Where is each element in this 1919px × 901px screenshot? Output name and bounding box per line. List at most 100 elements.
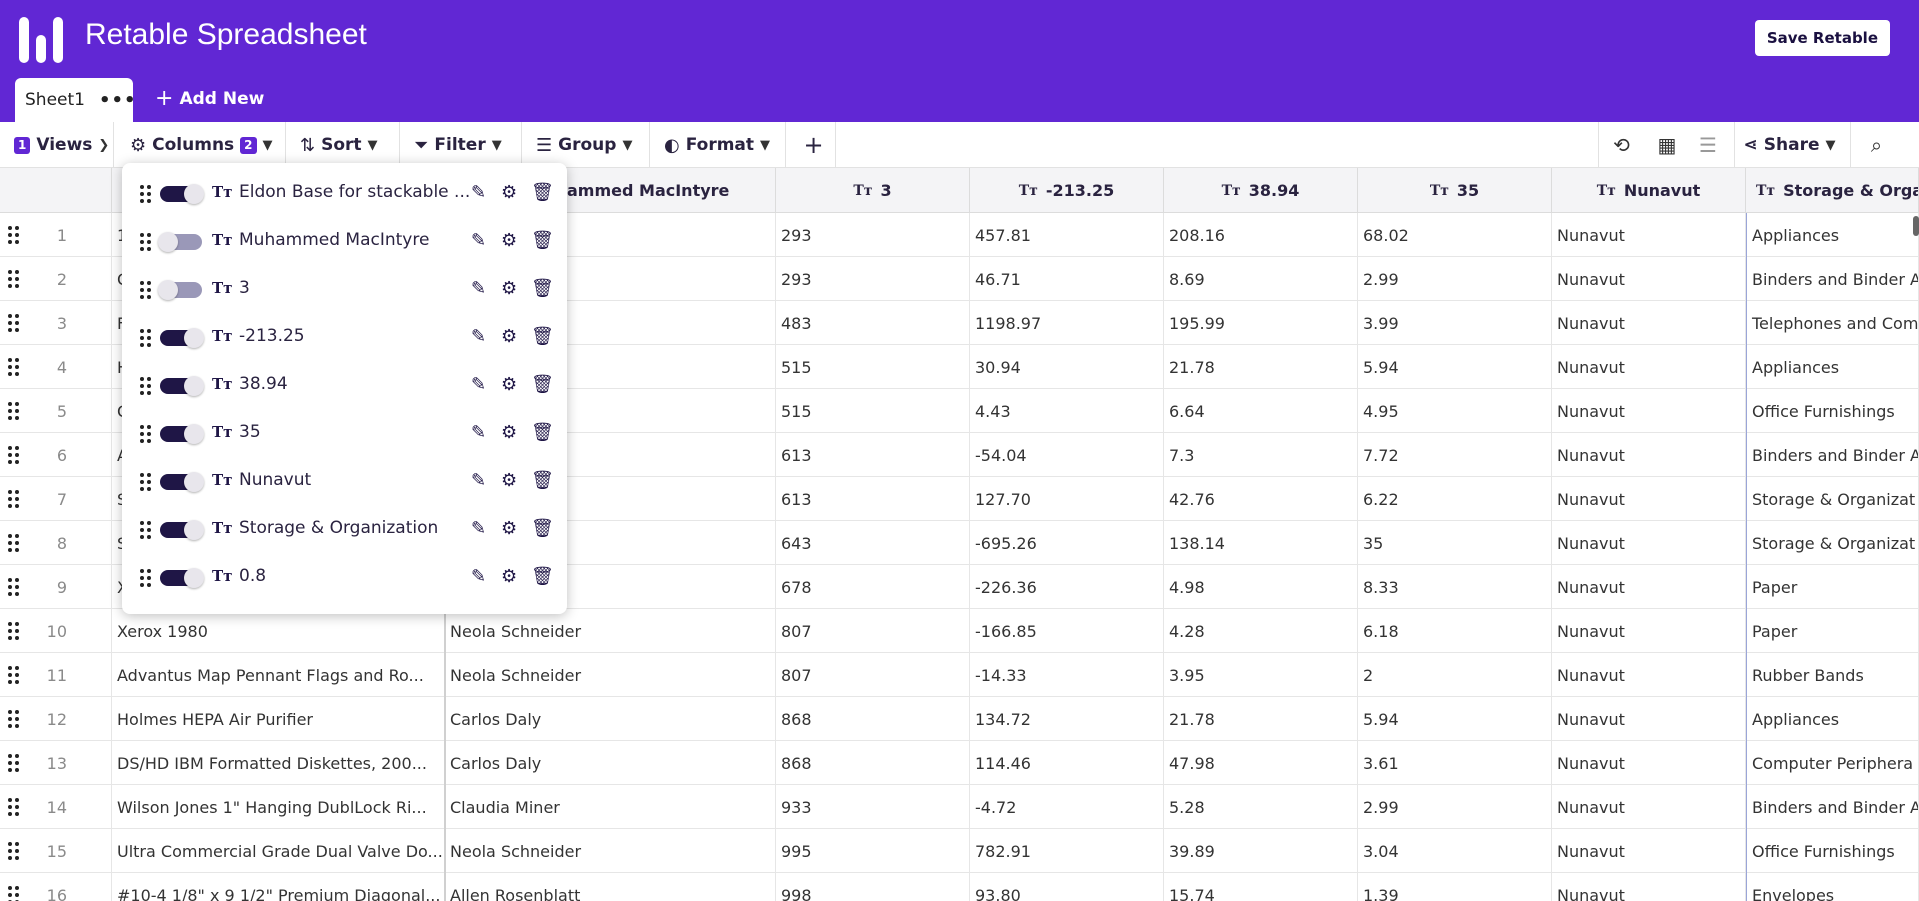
visibility-toggle[interactable]: [160, 472, 204, 492]
table-cell[interactable]: 515: [776, 345, 970, 389]
trash-icon[interactable]: 🗑: [531, 278, 554, 299]
trash-icon[interactable]: 🗑: [531, 518, 554, 539]
table-cell[interactable]: 6.64: [1164, 389, 1358, 433]
table-cell[interactable]: -226.36: [970, 565, 1164, 609]
table-cell[interactable]: 7.72: [1358, 433, 1552, 477]
sheet-menu-icon[interactable]: •••: [98, 89, 137, 111]
gear-icon[interactable]: ⚙: [501, 278, 518, 299]
drag-handle-icon[interactable]: [140, 377, 152, 395]
table-cell[interactable]: 3.95: [1164, 653, 1358, 697]
table-cell[interactable]: Neola Schneider: [445, 829, 776, 873]
table-cell[interactable]: 868: [776, 697, 970, 741]
drag-handle-icon[interactable]: [8, 402, 20, 420]
table-cell[interactable]: Paper: [1746, 565, 1919, 609]
table-cell[interactable]: 933: [776, 785, 970, 829]
table-cell[interactable]: Binders and Binder A: [1746, 785, 1919, 829]
table-cell[interactable]: 483: [776, 301, 970, 345]
table-cell[interactable]: 6.22: [1358, 477, 1552, 521]
table-cell[interactable]: 2.99: [1358, 785, 1552, 829]
edit-icon[interactable]: ✎: [471, 230, 487, 251]
save-retable-button[interactable]: Save Retable: [1754, 20, 1890, 56]
drag-handle-icon[interactable]: [8, 886, 20, 901]
visibility-toggle[interactable]: [160, 376, 204, 396]
table-cell[interactable]: 21.78: [1164, 345, 1358, 389]
table-cell[interactable]: Nunavut: [1552, 345, 1746, 389]
table-cell[interactable]: Holmes HEPA Air Purifier: [112, 697, 445, 741]
edit-icon[interactable]: ✎: [471, 470, 487, 491]
drag-handle-icon[interactable]: [140, 281, 152, 299]
table-cell[interactable]: 15.74: [1164, 873, 1358, 901]
table-cell[interactable]: 782.91: [970, 829, 1164, 873]
table-cell[interactable]: ers: [445, 565, 776, 609]
drag-handle-icon[interactable]: [8, 798, 20, 816]
table-cell[interactable]: 21.78: [1164, 697, 1358, 741]
table-cell[interactable]: 1.39: [1358, 873, 1552, 901]
table-cell[interactable]: 4.43: [970, 389, 1164, 433]
table-cell[interactable]: [445, 257, 776, 301]
table-cell[interactable]: -695.26: [970, 521, 1164, 565]
table-cell[interactable]: 8.33: [1358, 565, 1552, 609]
table-cell[interactable]: -14.33: [970, 653, 1164, 697]
format-button[interactable]: ◐ Format ▼: [656, 122, 786, 168]
visibility-toggle[interactable]: [160, 184, 204, 204]
table-cell[interactable]: -166.85: [970, 609, 1164, 653]
column-header[interactable]: Tт Storage & Orga...: [1746, 168, 1919, 213]
edit-icon[interactable]: ✎: [471, 566, 487, 587]
drag-handle-icon[interactable]: [140, 425, 152, 443]
table-cell[interactable]: 868: [776, 741, 970, 785]
drag-handle-icon[interactable]: [140, 329, 152, 347]
table-cell[interactable]: 35: [1358, 521, 1552, 565]
table-cell[interactable]: Envelopes: [1746, 873, 1919, 901]
table-cell[interactable]: 4.98: [1164, 565, 1358, 609]
gear-icon[interactable]: ⚙: [501, 518, 518, 539]
gear-icon[interactable]: ⚙: [501, 422, 518, 443]
table-cell[interactable]: Paper: [1746, 609, 1919, 653]
visibility-toggle[interactable]: [158, 232, 202, 252]
table-cell[interactable]: Rubber Bands: [1746, 653, 1919, 697]
table-cell[interactable]: Binders and Binder A: [1746, 433, 1919, 477]
drag-handle-icon[interactable]: [8, 754, 20, 772]
gear-icon[interactable]: ⚙: [501, 230, 518, 251]
table-cell[interactable]: Appliances: [1746, 345, 1919, 389]
table-cell[interactable]: 5.28: [1164, 785, 1358, 829]
visibility-toggle[interactable]: [160, 568, 204, 588]
table-cell[interactable]: [445, 345, 776, 389]
visibility-toggle[interactable]: [160, 424, 204, 444]
drag-handle-icon[interactable]: [8, 226, 20, 244]
column-header[interactable]: Tт -213.25: [970, 168, 1164, 213]
drag-handle-icon[interactable]: [140, 473, 152, 491]
table-row[interactable]: 11 Advantus Map Pennant Flags and Ro... Ne…: [0, 653, 1919, 697]
table-row[interactable]: 10 Xerox 1980 Neola Schneider 807 -166.85 4.2…: [0, 609, 1919, 653]
column-header[interactable]: ammed MacIntyre: [445, 168, 776, 213]
list-view-icon[interactable]: ☰: [1699, 133, 1717, 157]
table-cell[interactable]: [445, 433, 776, 477]
table-cell[interactable]: 114.46: [970, 741, 1164, 785]
visibility-toggle[interactable]: [160, 328, 204, 348]
table-cell[interactable]: 4.28: [1164, 609, 1358, 653]
table-cell[interactable]: 995: [776, 829, 970, 873]
edit-icon[interactable]: ✎: [471, 326, 487, 347]
search-icon[interactable]: ⌕: [1850, 122, 1902, 168]
table-cell[interactable]: 807: [776, 609, 970, 653]
table-cell[interactable]: 1198.97: [970, 301, 1164, 345]
table-cell[interactable]: 39.89: [1164, 829, 1358, 873]
table-cell[interactable]: 613: [776, 433, 970, 477]
gear-icon[interactable]: ⚙: [501, 326, 518, 347]
table-cell[interactable]: Allen Rosenblatt: [445, 873, 776, 901]
edit-icon[interactable]: ✎: [471, 182, 487, 203]
table-cell[interactable]: 678: [776, 565, 970, 609]
table-cell[interactable]: 457.81: [970, 213, 1164, 257]
table-cell[interactable]: 208.16: [1164, 213, 1358, 257]
table-cell[interactable]: Nunavut: [1552, 873, 1746, 901]
drag-handle-icon[interactable]: [8, 666, 20, 684]
columns-button[interactable]: ⚙ Columns 2 ▼: [122, 122, 286, 168]
table-cell[interactable]: Nunavut: [1552, 565, 1746, 609]
table-cell[interactable]: Ultra Commercial Grade Dual Valve Do...: [112, 829, 445, 873]
table-cell[interactable]: 3.99: [1358, 301, 1552, 345]
table-cell[interactable]: Advantus Map Pennant Flags and Ro...: [112, 653, 445, 697]
table-cell[interactable]: Office Furnishings: [1746, 829, 1919, 873]
trash-icon[interactable]: 🗑: [531, 470, 554, 491]
table-cell[interactable]: 5.94: [1358, 697, 1552, 741]
edit-icon[interactable]: ✎: [471, 422, 487, 443]
table-cell[interactable]: 2.99: [1358, 257, 1552, 301]
